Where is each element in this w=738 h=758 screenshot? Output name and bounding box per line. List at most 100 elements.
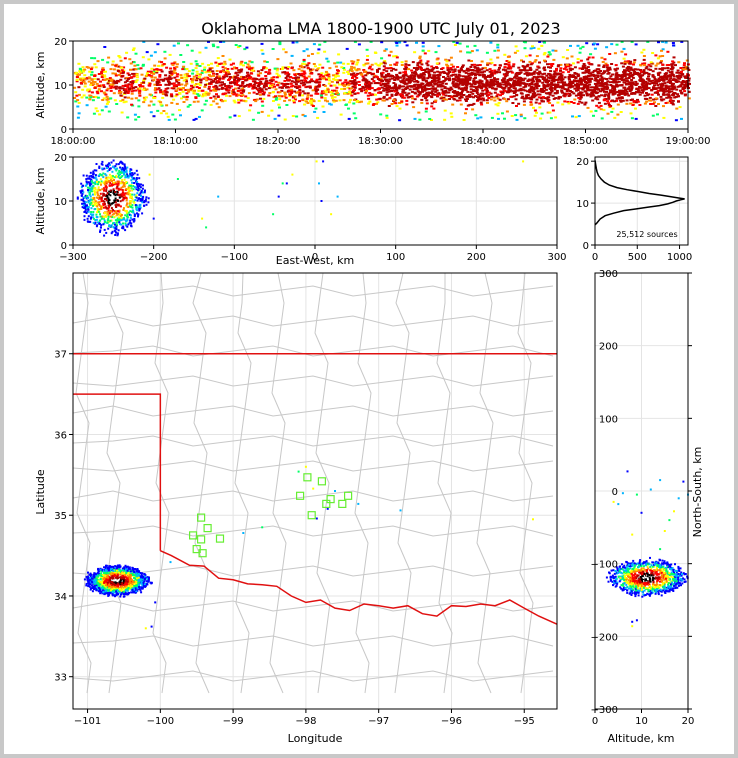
density-cell bbox=[442, 76, 445, 78]
density-cell bbox=[149, 111, 153, 114]
density-cell bbox=[287, 73, 291, 76]
density-cell bbox=[597, 64, 601, 67]
density-cell bbox=[401, 88, 405, 91]
source-density-cell bbox=[116, 167, 119, 170]
density-cell bbox=[331, 99, 335, 102]
density-cell bbox=[639, 76, 643, 79]
density-cell bbox=[651, 70, 655, 73]
density-cell bbox=[671, 74, 675, 77]
density-cell bbox=[386, 67, 390, 70]
density-cell bbox=[594, 97, 598, 100]
density-cell bbox=[394, 83, 398, 86]
density-cell bbox=[323, 40, 327, 43]
density-cell bbox=[658, 71, 662, 74]
density-cell bbox=[572, 92, 576, 95]
density-cell bbox=[543, 52, 547, 54]
source-density-cell bbox=[114, 234, 117, 236]
density-cell bbox=[563, 76, 567, 79]
density-cell bbox=[331, 74, 335, 77]
source-density-cell bbox=[99, 173, 102, 176]
source-density-cell bbox=[123, 172, 125, 175]
density-cell bbox=[573, 66, 577, 69]
density-cell bbox=[179, 87, 183, 90]
density-cell bbox=[281, 71, 285, 74]
density-cell bbox=[127, 83, 131, 86]
density-cell bbox=[460, 78, 464, 81]
density-cell bbox=[480, 87, 484, 90]
density-cell bbox=[661, 82, 665, 85]
density-cell bbox=[337, 83, 341, 86]
density-cell bbox=[576, 102, 580, 105]
density-cell bbox=[498, 98, 502, 101]
density-cell bbox=[619, 78, 623, 80]
density-cell bbox=[286, 67, 290, 70]
density-cell bbox=[278, 106, 281, 109]
density-cell bbox=[246, 97, 250, 100]
density-cell bbox=[215, 93, 218, 96]
density-cell bbox=[514, 89, 518, 92]
density-cell bbox=[597, 106, 601, 109]
density-cell bbox=[569, 85, 573, 88]
source-density-cell bbox=[92, 176, 95, 179]
density-cell bbox=[679, 67, 683, 69]
density-cell bbox=[193, 89, 197, 92]
density-cell bbox=[562, 84, 566, 87]
density-cell bbox=[424, 110, 428, 113]
density-cell bbox=[311, 80, 315, 83]
density-cell bbox=[661, 63, 665, 66]
density-cell bbox=[83, 68, 87, 71]
density-cell bbox=[602, 77, 606, 80]
density-cell bbox=[456, 99, 459, 102]
density-cell bbox=[94, 66, 98, 69]
density-cell bbox=[435, 89, 439, 92]
density-cell bbox=[423, 86, 427, 89]
density-cell bbox=[645, 65, 649, 68]
source-density-cell bbox=[103, 211, 106, 214]
density-cell bbox=[258, 78, 262, 81]
source-density-cell bbox=[129, 216, 132, 219]
density-cell bbox=[275, 96, 278, 99]
density-cell bbox=[643, 94, 647, 97]
density-cell bbox=[472, 96, 476, 99]
density-cell bbox=[164, 83, 168, 86]
source-density-cell bbox=[108, 184, 111, 187]
density-cell bbox=[663, 75, 667, 77]
density-cell bbox=[108, 77, 112, 80]
density-cell bbox=[119, 59, 123, 62]
density-cell bbox=[385, 87, 389, 90]
density-cell bbox=[455, 92, 459, 95]
density-cell bbox=[224, 85, 228, 87]
source-density-cell bbox=[117, 175, 120, 178]
density-cell bbox=[470, 50, 474, 53]
source-density-cell bbox=[95, 213, 98, 216]
density-cell bbox=[506, 70, 510, 73]
density-cell bbox=[670, 63, 674, 66]
density-cell bbox=[330, 97, 334, 99]
density-cell bbox=[291, 41, 295, 44]
density-cell bbox=[675, 88, 679, 91]
density-cell bbox=[73, 86, 77, 89]
density-cell bbox=[532, 80, 535, 83]
density-cell bbox=[660, 68, 664, 71]
source-density-cell bbox=[92, 170, 95, 173]
density-cell bbox=[485, 79, 489, 82]
source-density-cell bbox=[132, 177, 135, 180]
source-density-cell bbox=[84, 184, 87, 187]
density-cell bbox=[366, 71, 370, 74]
density-cell bbox=[247, 85, 251, 88]
density-cell bbox=[233, 66, 236, 69]
density-cell bbox=[185, 72, 189, 75]
source-density-cell bbox=[121, 175, 124, 178]
density-cell bbox=[500, 91, 504, 94]
density-cell bbox=[487, 75, 491, 78]
density-cell bbox=[207, 74, 211, 76]
source-density-cell bbox=[121, 179, 124, 181]
density-cell bbox=[410, 90, 414, 93]
density-cell bbox=[186, 105, 190, 108]
density-cell bbox=[404, 60, 408, 63]
density-cell bbox=[424, 88, 427, 91]
source-density-cell bbox=[97, 174, 100, 177]
density-cell bbox=[578, 67, 582, 70]
density-cell bbox=[88, 70, 92, 73]
density-cell bbox=[222, 40, 226, 43]
